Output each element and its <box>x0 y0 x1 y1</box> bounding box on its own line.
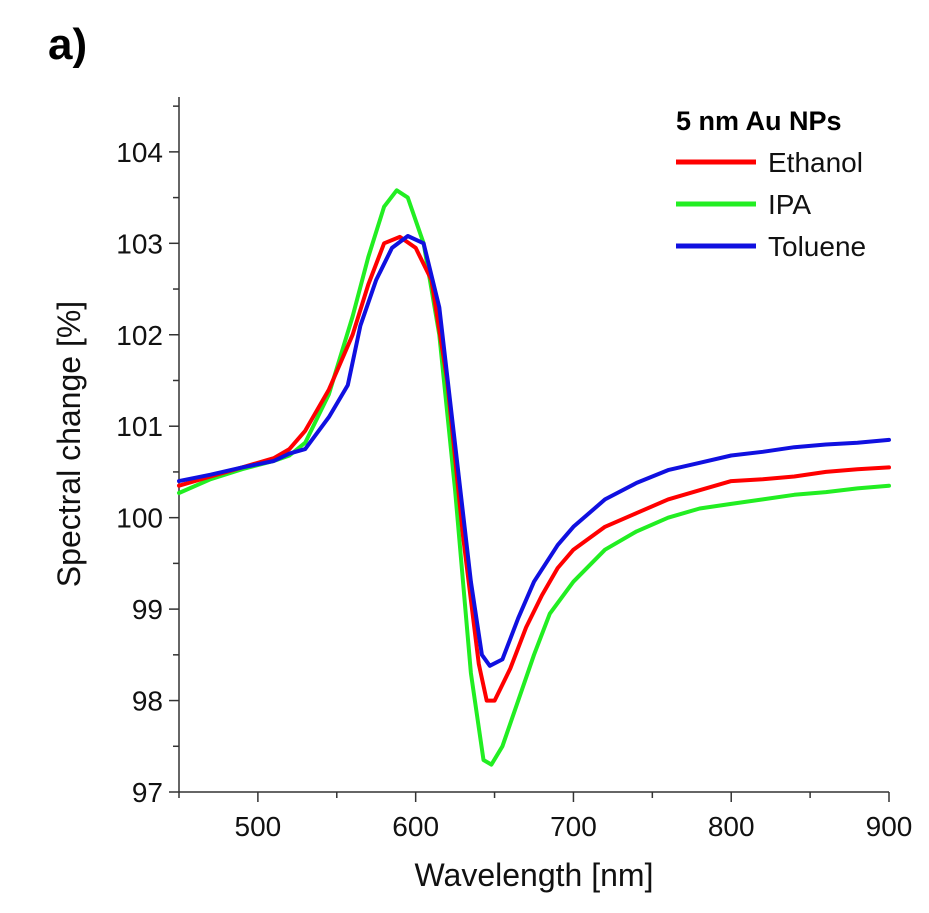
axes-group: 500 600 700 800 900 97 98 99 100 101 102 103 104 <box>116 97 912 842</box>
x-tick-label: 900 <box>866 811 913 842</box>
x-tick-label: 500 <box>235 811 282 842</box>
series-line-ipa <box>177 188 891 767</box>
series-lines <box>177 188 891 767</box>
y-tick-label: 101 <box>116 411 163 442</box>
x-tick-label: 600 <box>392 811 439 842</box>
legend-label-toluene: Toluene <box>768 231 866 262</box>
legend-label-ipa: IPA <box>768 189 811 220</box>
y-tick-label: 98 <box>132 686 163 717</box>
x-tick-label: 700 <box>550 811 597 842</box>
series-line-toluene <box>177 234 891 668</box>
x-tick-label: 800 <box>708 811 755 842</box>
y-tick-label: 100 <box>116 503 163 534</box>
series-line-ethanol <box>177 234 891 703</box>
y-tick-label: 97 <box>132 777 163 808</box>
y-tick-label: 104 <box>116 137 163 168</box>
legend: 5 nm Au NPs Ethanol IPA Toluene <box>676 106 866 262</box>
legend-title: 5 nm Au NPs <box>676 106 842 136</box>
panel-label: a) <box>48 20 88 69</box>
y-tick-label: 102 <box>116 320 163 351</box>
x-axis-title: Wavelength [nm] <box>415 857 654 893</box>
y-tick-label: 103 <box>116 228 163 259</box>
legend-label-ethanol: Ethanol <box>768 147 863 178</box>
y-tick-label: 99 <box>132 594 163 625</box>
y-axis-title: Spectral change [%] <box>51 301 87 587</box>
